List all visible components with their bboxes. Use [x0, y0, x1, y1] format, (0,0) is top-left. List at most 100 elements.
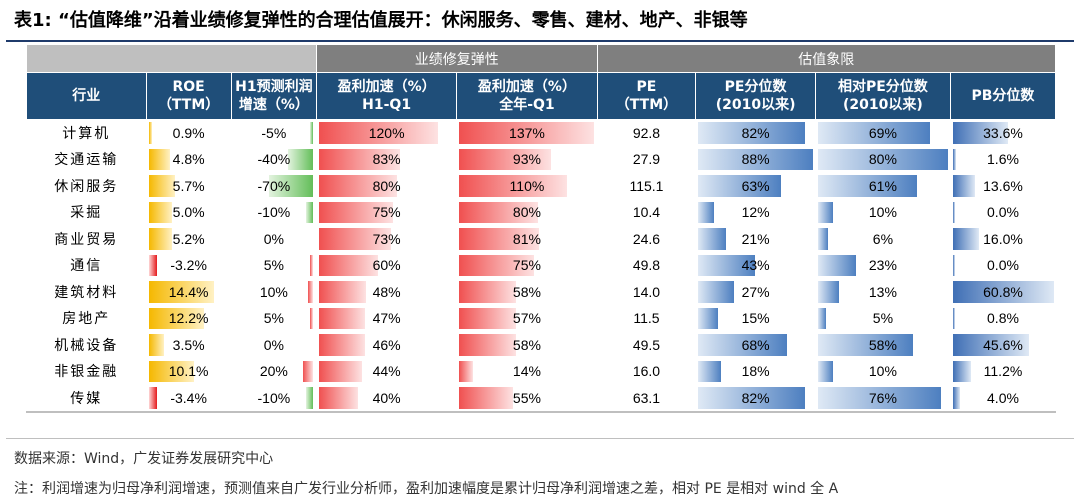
data-bar [148, 387, 157, 409]
cell-value: 48% [372, 283, 401, 300]
data-bar [817, 201, 834, 223]
data-bar [287, 148, 313, 170]
table-row: 传媒 -3.4% -10% 40% 55% 63.1 82% 76% 4.0% [26, 384, 1057, 413]
col-pbp: PB分位数 [949, 72, 1057, 120]
cell-value: 55% [512, 389, 541, 406]
cell-rpep: 5% [814, 304, 951, 332]
table-title: 表1: “估值降维”沿着业绩修复弹性的合理估值展开：休闲服务、零售、建材、地产、… [14, 10, 748, 31]
cell-value: 27.9 [632, 151, 661, 168]
cell-value: 93% [512, 151, 541, 168]
data-bar [952, 254, 955, 276]
footnote: 注：利润增速为归母净利润增速，预测值来自广发行业分析师，盈利加速幅度是累计归母净… [14, 481, 839, 497]
industry-name: 建筑材料 [54, 284, 119, 301]
table-row: 商业贸易 5.2% 0% 73% 81% 24.6 21% 6% 16.0% [26, 225, 1057, 253]
cell-pe: 49.8 [596, 251, 697, 279]
cell-roe: 5.2% [145, 225, 232, 253]
data-bar [148, 307, 205, 329]
data-bar [817, 122, 930, 144]
cell-value: -5% [261, 124, 287, 141]
cell-pe: 92.8 [596, 119, 697, 147]
cell-roe: 3.5% [145, 331, 232, 359]
cell-acc1: 73% [315, 225, 458, 253]
cell-value: 110% [509, 177, 545, 194]
cell-value: 33.6% [983, 124, 1023, 141]
cell-value: 83% [372, 151, 401, 168]
cell-rpep: 6% [814, 225, 951, 253]
cell-value: 80% [512, 204, 541, 221]
cell-rpep: 13% [814, 278, 951, 306]
cell-h1f: -10% [230, 198, 317, 226]
cell-value: 73% [372, 230, 401, 247]
table-row: 交通运输 4.8% -40% 83% 93% 27.9 88% 80% 1.6% [26, 145, 1057, 173]
cell-roe: 5.7% [145, 172, 232, 200]
industry-name: 计算机 [62, 125, 111, 142]
cell-rpep: 58% [814, 331, 951, 359]
group-val: 估值象限 [596, 44, 1057, 73]
footer-rule [6, 438, 1074, 439]
cell-roe: 4.8% [145, 145, 232, 173]
table-row: 休闲服务 5.7% -70% 80% 110% 115.1 63% 61% 13.6% [26, 172, 1057, 200]
data-bar [148, 175, 175, 197]
data-bar [459, 360, 473, 382]
cell-rpep: 69% [814, 119, 951, 147]
cell-pbp: 1.6% [949, 145, 1057, 173]
cell-name: 商业贸易 [26, 225, 147, 253]
cell-pbp: 13.6% [949, 172, 1057, 200]
data-bar [817, 334, 913, 356]
data-bar [698, 228, 726, 250]
data-bar [698, 281, 734, 303]
data-bar [148, 281, 215, 303]
data-bar [952, 334, 1029, 356]
cell-roe: -3.4% [145, 384, 232, 413]
cell-value: 11.2% [983, 363, 1023, 380]
cell-value: 14% [512, 363, 541, 380]
group-perf: 业绩修复弹性 [315, 44, 598, 73]
cell-value: 10.1% [168, 363, 209, 380]
cell-value: 57% [512, 310, 541, 327]
data-bar [302, 360, 313, 382]
cell-acc2: 137% [456, 119, 598, 147]
data-bar [318, 307, 365, 329]
cell-value: 12% [741, 204, 770, 221]
cell-acc1: 47% [315, 304, 458, 332]
col-industry: 行业 [26, 72, 147, 120]
cell-rpep: 10% [814, 198, 951, 226]
data-bar [817, 307, 826, 329]
data-bar [148, 254, 157, 276]
col-h1f: H1预测利润 增速（%） [230, 72, 317, 120]
table-row: 非银金融 10.1% 20% 44% 14% 16.0 18% 10% 11.2% [26, 357, 1057, 385]
cell-value: 16.0 [632, 363, 661, 380]
data-bar [952, 148, 956, 170]
data-bar [952, 175, 976, 197]
data-bar [817, 148, 948, 170]
col-acc2: 盈利加速（%） 全年-Q1 [456, 72, 598, 120]
cell-value: 61% [868, 177, 897, 194]
cell-pbp: 4.0% [949, 384, 1057, 413]
cell-value: 92.8 [632, 124, 661, 141]
data-bar [698, 175, 782, 197]
cell-pbp: 33.6% [949, 119, 1057, 147]
cell-h1f: 5% [230, 251, 317, 279]
table-row: 计算机 0.9% -5% 120% 137% 92.8 82% 69% 33.6% [26, 119, 1057, 147]
cell-roe: -3.2% [145, 251, 232, 279]
cell-pe: 63.1 [596, 384, 697, 413]
cell-h1f: 20% [230, 357, 317, 385]
data-bar [318, 360, 363, 382]
cell-acc1: 80% [315, 172, 458, 200]
data-bar [459, 201, 538, 223]
cell-value: 80% [868, 151, 897, 168]
cell-acc1: 75% [315, 198, 458, 226]
cell-value: 23% [868, 257, 897, 274]
data-bar [318, 201, 394, 223]
data-bar [952, 360, 972, 382]
cell-acc1: 48% [315, 278, 458, 306]
cell-value: 3.5% [172, 336, 205, 353]
cell-value: 15% [741, 310, 770, 327]
cell-pe: 27.9 [596, 145, 697, 173]
data-bar [148, 148, 171, 170]
cell-value: 10% [868, 363, 897, 380]
cell-value: 4.0% [987, 389, 1019, 406]
cell-value: 11.5 [633, 310, 660, 327]
cell-name: 休闲服务 [26, 172, 147, 200]
table-row: 通信 -3.2% 5% 60% 75% 49.8 43% 23% 0.0% [26, 251, 1057, 279]
